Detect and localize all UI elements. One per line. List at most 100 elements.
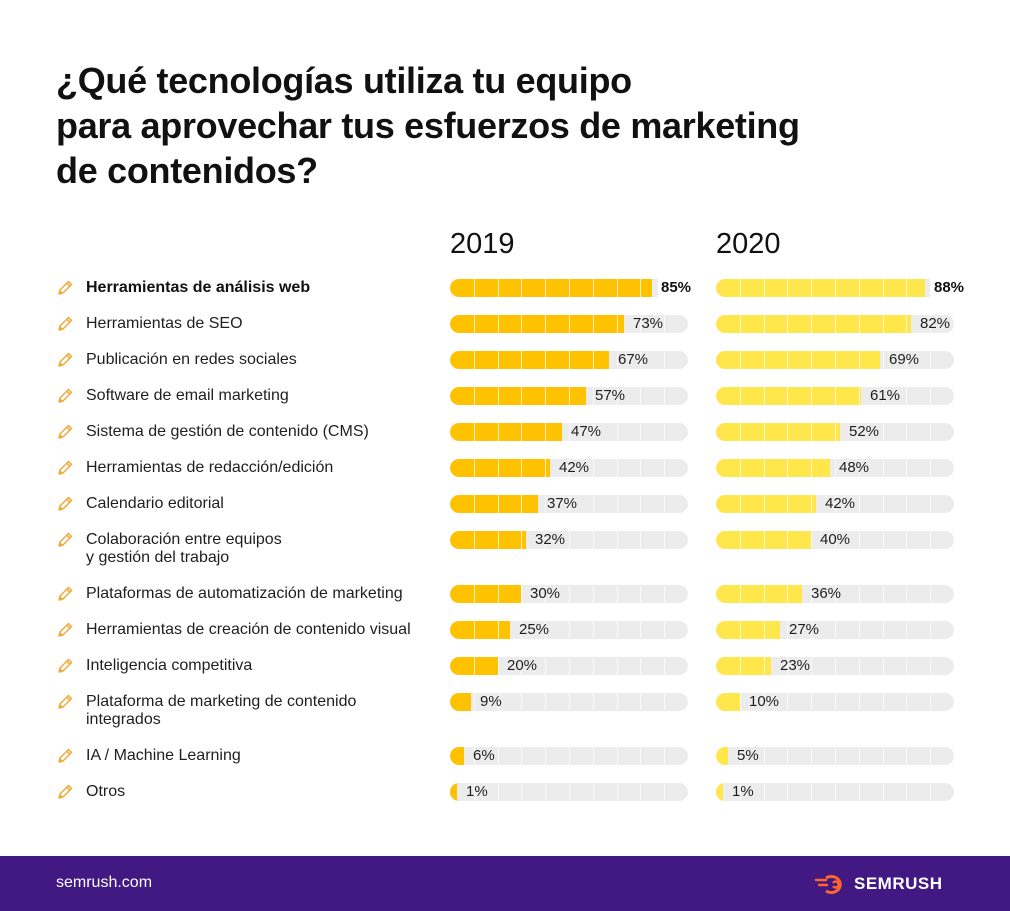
pencil-icon	[56, 459, 74, 477]
semrush-logo-icon	[814, 875, 842, 894]
bar-segment-divider	[498, 621, 499, 639]
bar-segment-divider	[787, 693, 788, 711]
bar-track	[716, 351, 954, 369]
bar-segment-divider	[593, 621, 594, 639]
bar-segment-divider	[883, 279, 884, 297]
pencil-icon	[56, 693, 74, 711]
bar-segment-divider	[664, 351, 665, 369]
bar	[716, 351, 880, 369]
pencil-icon	[56, 783, 74, 801]
bar-segment-divider	[617, 387, 618, 405]
bar-segment-divider	[593, 351, 594, 369]
brand-name: SEMRUSH	[854, 874, 943, 893]
bar-segment-divider	[859, 693, 860, 711]
bar-segment-divider	[545, 351, 546, 369]
bar-segment-divider	[593, 657, 594, 675]
bar-segment-divider	[787, 315, 788, 333]
bar-segment-divider	[498, 693, 499, 711]
bar-track	[450, 423, 688, 441]
category-label: Software de email marketing	[86, 387, 446, 405]
bar-segment-divider	[569, 621, 570, 639]
pencil-icon	[56, 351, 74, 369]
bar-segment-divider	[593, 423, 594, 441]
bar-track	[450, 531, 688, 549]
bar-track	[450, 693, 688, 711]
bar-segment-divider	[930, 783, 931, 801]
bar-segment-divider	[593, 459, 594, 477]
bar-segment-divider	[617, 495, 618, 513]
bar-segment-divider	[811, 495, 812, 513]
pencil-icon	[56, 531, 74, 549]
bar-segment-divider	[545, 585, 546, 603]
data-label: 6%	[473, 747, 495, 764]
bar-segment-divider	[906, 693, 907, 711]
bar-segment-divider	[664, 531, 665, 549]
bar-segment-divider	[835, 315, 836, 333]
bar-segment-divider	[498, 387, 499, 405]
bar-segment-divider	[569, 279, 570, 297]
bar-segment-divider	[835, 747, 836, 765]
bar-segment-divider	[764, 387, 765, 405]
bar-segment-divider	[740, 531, 741, 549]
bar-segment-divider	[811, 693, 812, 711]
bar-segment-divider	[593, 531, 594, 549]
bar-segment-divider	[521, 495, 522, 513]
bar-segment-divider	[664, 423, 665, 441]
bar	[450, 279, 652, 297]
bar-segment-divider	[740, 315, 741, 333]
category-label-line: Plataforma de marketing de contenido	[86, 693, 357, 710]
bar	[716, 783, 723, 801]
bar	[450, 621, 510, 639]
bar-segment-divider	[787, 279, 788, 297]
category-label: Herramientas de redacción/edición	[86, 459, 446, 477]
bar-segment-divider	[617, 423, 618, 441]
bar-segment-divider	[835, 621, 836, 639]
bar-segment-divider	[764, 657, 765, 675]
bar-segment-divider	[859, 621, 860, 639]
bar-track	[716, 657, 954, 675]
bar-segment-divider	[930, 495, 931, 513]
bar-segment-divider	[640, 693, 641, 711]
footer-url[interactable]: semrush.com	[56, 874, 153, 891]
category-label-line: Colaboración entre equipos	[86, 531, 282, 548]
bar-segment-divider	[664, 495, 665, 513]
bar-segment-divider	[740, 387, 741, 405]
bar-segment-divider	[859, 459, 860, 477]
bar-segment-divider	[521, 459, 522, 477]
bar	[716, 423, 840, 441]
pencil-icon	[56, 315, 74, 333]
bar-segment-divider	[593, 585, 594, 603]
bar-segment-divider	[811, 459, 812, 477]
bar-segment-divider	[498, 585, 499, 603]
data-label: 42%	[825, 495, 856, 512]
bar-segment-divider	[883, 387, 884, 405]
bar-segment-divider	[764, 459, 765, 477]
category-label-line: Herramientas de redacción/edición	[86, 459, 334, 476]
bar-segment-divider	[787, 621, 788, 639]
bar-segment-divider	[859, 315, 860, 333]
bar-segment-divider	[930, 387, 931, 405]
data-label: 30%	[530, 585, 561, 602]
bar-segment-divider	[740, 459, 741, 477]
bar-segment-divider	[545, 783, 546, 801]
category-label-line: Herramientas de análisis web	[86, 279, 311, 296]
bar-segment-divider	[521, 747, 522, 765]
bar	[716, 621, 780, 639]
pencil-icon	[56, 747, 74, 765]
bar-segment-divider	[545, 657, 546, 675]
bar-segment-divider	[521, 387, 522, 405]
bar-segment-divider	[569, 315, 570, 333]
bar-segment-divider	[883, 531, 884, 549]
bar-segment-divider	[906, 585, 907, 603]
data-label: 52%	[849, 423, 880, 440]
bar-segment-divider	[617, 693, 618, 711]
bar-segment-divider	[811, 351, 812, 369]
bar	[716, 459, 830, 477]
bar-segment-divider	[474, 315, 475, 333]
bar-segment-divider	[569, 531, 570, 549]
category-label: IA / Machine Learning	[86, 747, 446, 765]
data-label: 88%	[931, 279, 968, 297]
category-label: Otros	[86, 783, 446, 801]
category-label: Herramientas de SEO	[86, 315, 446, 333]
pencil-icon	[56, 495, 74, 513]
